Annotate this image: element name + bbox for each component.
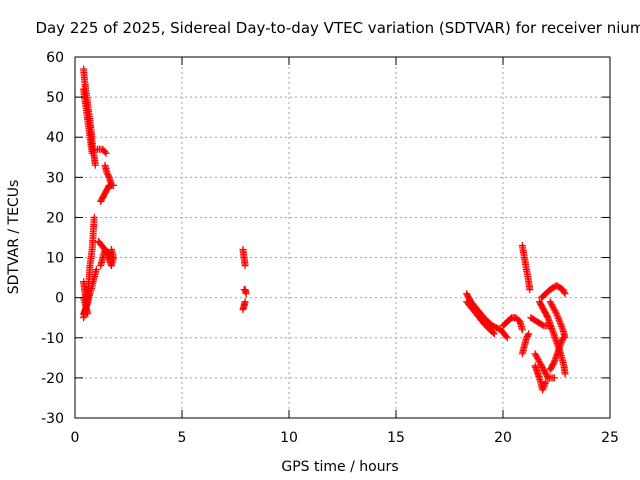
x-tick-label: 5 (178, 430, 187, 446)
data-point (241, 298, 249, 306)
data-point (526, 286, 534, 294)
data-point (553, 311, 561, 319)
data-point (538, 363, 546, 371)
data-point (532, 363, 540, 371)
data-point (490, 330, 498, 338)
data-point (107, 246, 115, 253)
data-point (534, 356, 542, 364)
data-point (489, 329, 497, 337)
data-point (549, 304, 557, 312)
data-point (107, 252, 115, 260)
data-point (542, 378, 550, 386)
x-tick-label: 0 (71, 430, 80, 446)
y-tick-label: -30 (41, 411, 64, 427)
y-tick-label: 30 (46, 170, 64, 186)
y-tick-label: 0 (55, 291, 64, 307)
data-point (84, 310, 92, 318)
data-point (90, 213, 98, 221)
y-tick-label: 40 (46, 130, 64, 146)
data-point (541, 381, 548, 389)
data-point (518, 326, 526, 334)
data-point (548, 301, 556, 309)
data-point (561, 370, 569, 378)
y-tick-label: 20 (46, 210, 64, 226)
data-point (550, 305, 558, 313)
data-point (91, 161, 99, 169)
x-axis-label: GPS time / hours (281, 459, 398, 475)
data-point (534, 354, 541, 362)
x-tick-label: 20 (494, 430, 512, 446)
data-point (541, 368, 549, 376)
x-tick-label: 15 (387, 430, 405, 446)
data-point (551, 307, 559, 315)
data-point (524, 331, 532, 339)
data-point (547, 321, 555, 329)
data-point (550, 374, 558, 382)
data-point (542, 369, 549, 377)
data-point (539, 386, 547, 394)
y-tick-label: 50 (46, 90, 64, 106)
data-point (554, 313, 562, 321)
data-point (535, 357, 543, 365)
data-point (533, 353, 541, 361)
data-point (540, 366, 548, 374)
data-point (561, 290, 569, 298)
x-tick-label: 10 (280, 430, 298, 446)
data-point (558, 324, 566, 332)
data-point (109, 254, 116, 262)
data-point (547, 299, 555, 307)
y-axis-label: SDTVAR / TECUs (6, 180, 22, 295)
data-point (557, 338, 565, 346)
y-tick-label: -10 (41, 331, 64, 347)
data-point (539, 384, 547, 392)
data-point (531, 350, 539, 358)
data-point (539, 365, 547, 373)
data-point (241, 262, 249, 270)
data-point (525, 330, 533, 338)
data-point (102, 149, 110, 157)
data-point (537, 360, 545, 368)
data-point (101, 148, 109, 156)
data-point (242, 290, 250, 298)
data-point (542, 371, 550, 379)
data-point (559, 334, 567, 342)
data-point (555, 346, 563, 354)
data-point (549, 302, 556, 310)
data-point (536, 359, 544, 367)
data-point (550, 330, 558, 338)
data-point (92, 266, 100, 274)
data-point (502, 332, 510, 340)
data-point (82, 294, 90, 302)
data-point (546, 298, 554, 306)
plot-frame (74, 56, 611, 419)
y-tick-label: 10 (46, 251, 64, 267)
data-point (552, 308, 560, 316)
data-point (538, 362, 545, 370)
data-point (554, 315, 562, 322)
data-point (558, 323, 566, 330)
y-tick-label: 60 (46, 50, 64, 66)
x-tick-label: 25 (601, 430, 619, 446)
axis-ticks: 0 5 10 15 20 25 -30 -20 -10 0 10 20 30 40 50 60 (41, 50, 619, 446)
grid-lines (75, 57, 610, 418)
data-point (503, 334, 511, 342)
data-point (560, 288, 568, 296)
data-point (556, 318, 564, 326)
data-points (80, 65, 569, 394)
y-tick-label: -20 (41, 371, 64, 387)
chart-title: Day 225 of 2025, Sidereal Day-to-day VTE… (35, 19, 640, 37)
data-point (535, 372, 543, 380)
data-point (88, 149, 96, 157)
data-point (555, 316, 563, 324)
data-point (107, 181, 115, 189)
data-point (532, 351, 540, 359)
